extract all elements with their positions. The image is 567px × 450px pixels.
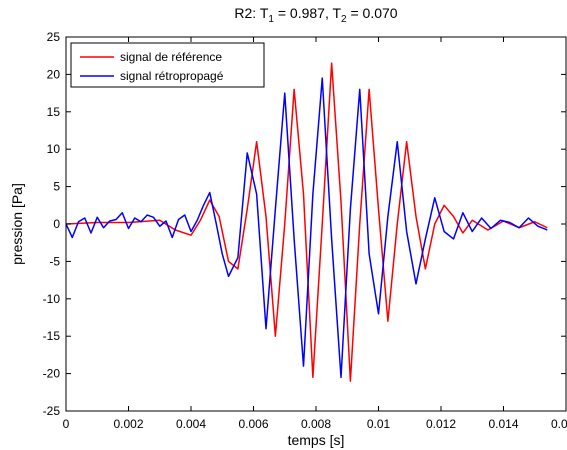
series-layer	[66, 62, 548, 382]
y-tick-label: 10	[47, 142, 61, 156]
legend: signal de référence signal rétropropagé	[70, 42, 265, 88]
y-tick-label: 25	[47, 30, 61, 44]
x-tick-label: 0.016	[551, 417, 567, 431]
y-tick-label: 5	[53, 180, 60, 194]
x-tick-label: 0.012	[426, 417, 456, 431]
y-axis: -25 -20 -15 -10 -5 0 5 10 15 20 25	[43, 30, 566, 418]
legend-label-reference: signal de référence	[120, 50, 222, 64]
series-line-backpropagated	[66, 77, 548, 379]
x-tick-label: 0.01	[367, 417, 391, 431]
chart-title: R2: T1 = 0.987, T2 = 0.070	[234, 5, 397, 25]
y-tick-label: -5	[49, 254, 60, 268]
y-tick-label: 0	[53, 217, 60, 231]
y-tick-label: 20	[47, 67, 61, 81]
x-tick-label: 0.014	[488, 417, 518, 431]
x-tick-label: 0.008	[301, 417, 331, 431]
y-tick-label: -20	[43, 367, 61, 381]
x-tick-label: 0	[63, 417, 70, 431]
x-axis-label: temps [s]	[288, 432, 345, 448]
legend-label-backpropagated: signal rétropropagé	[120, 69, 224, 83]
y-tick-label: -25	[43, 404, 61, 418]
x-tick-label: 0.002	[113, 417, 143, 431]
x-tick-label: 0.004	[176, 417, 206, 431]
x-tick-label: 0.006	[238, 417, 268, 431]
y-axis-label: pression [Pa]	[9, 183, 25, 265]
y-tick-label: 15	[47, 105, 61, 119]
legend-box	[70, 42, 265, 88]
x-axis: 0 0.002 0.004 0.006 0.008 0.01 0.012 0.014 0.016	[63, 37, 567, 431]
plot-area	[66, 37, 566, 411]
series-line-reference	[66, 62, 548, 382]
y-tick-label: -15	[43, 329, 61, 343]
y-tick-label: -10	[43, 292, 61, 306]
